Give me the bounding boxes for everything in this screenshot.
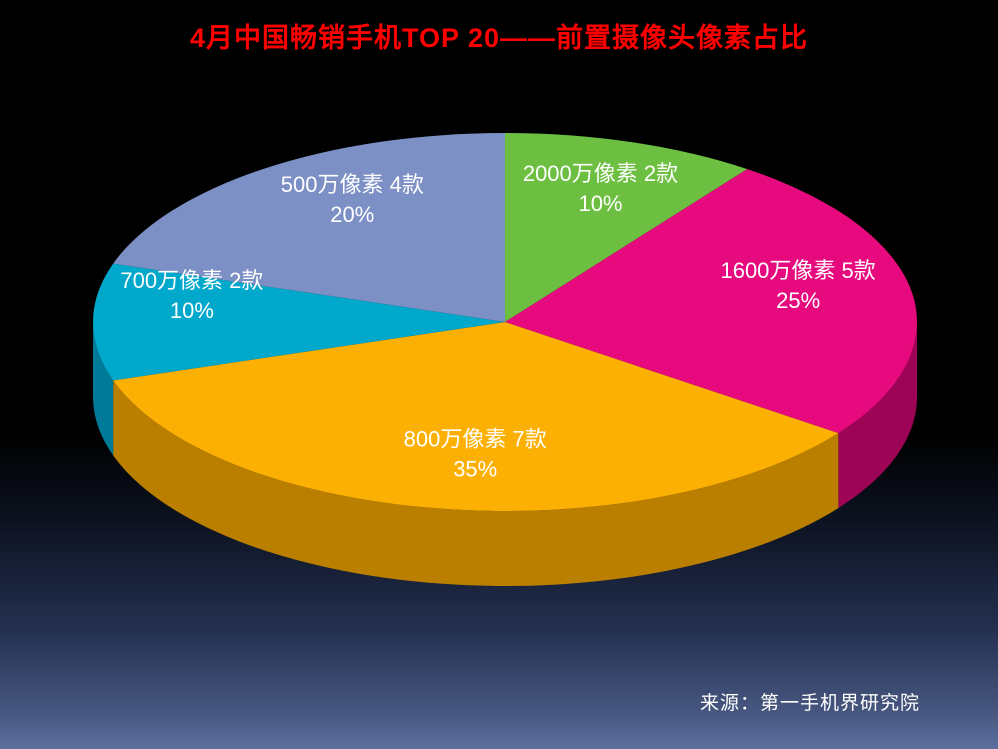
pie-slice-side-1 [838, 322, 917, 509]
pie-slice-side-2 [113, 380, 839, 586]
pie-slice-label-0: 2000万像素 2款 10% [523, 161, 678, 216]
pie-slice-label-2: 800万像素 7款 35% [404, 427, 547, 482]
pie-slice-2 [113, 322, 839, 512]
pie-slice-label-1: 1600万像素 5款 25% [720, 258, 875, 313]
pie-slice-4 [113, 132, 505, 322]
source-caption: 来源：第一手机界研究院 [699, 693, 920, 714]
pie-slice-0 [505, 133, 748, 322]
pie-slice-label-4: 500万像素 4款 20% [281, 172, 424, 227]
pie-slice-label-3: 700万像素 2款 10% [120, 268, 263, 323]
chart-title: 4月中国畅销手机TOP 20——前置摄像头像素占比 [189, 23, 809, 53]
pie-slice-side-3 [93, 322, 114, 456]
pie-slice-1 [505, 169, 918, 434]
pie-slice-3 [92, 263, 505, 381]
